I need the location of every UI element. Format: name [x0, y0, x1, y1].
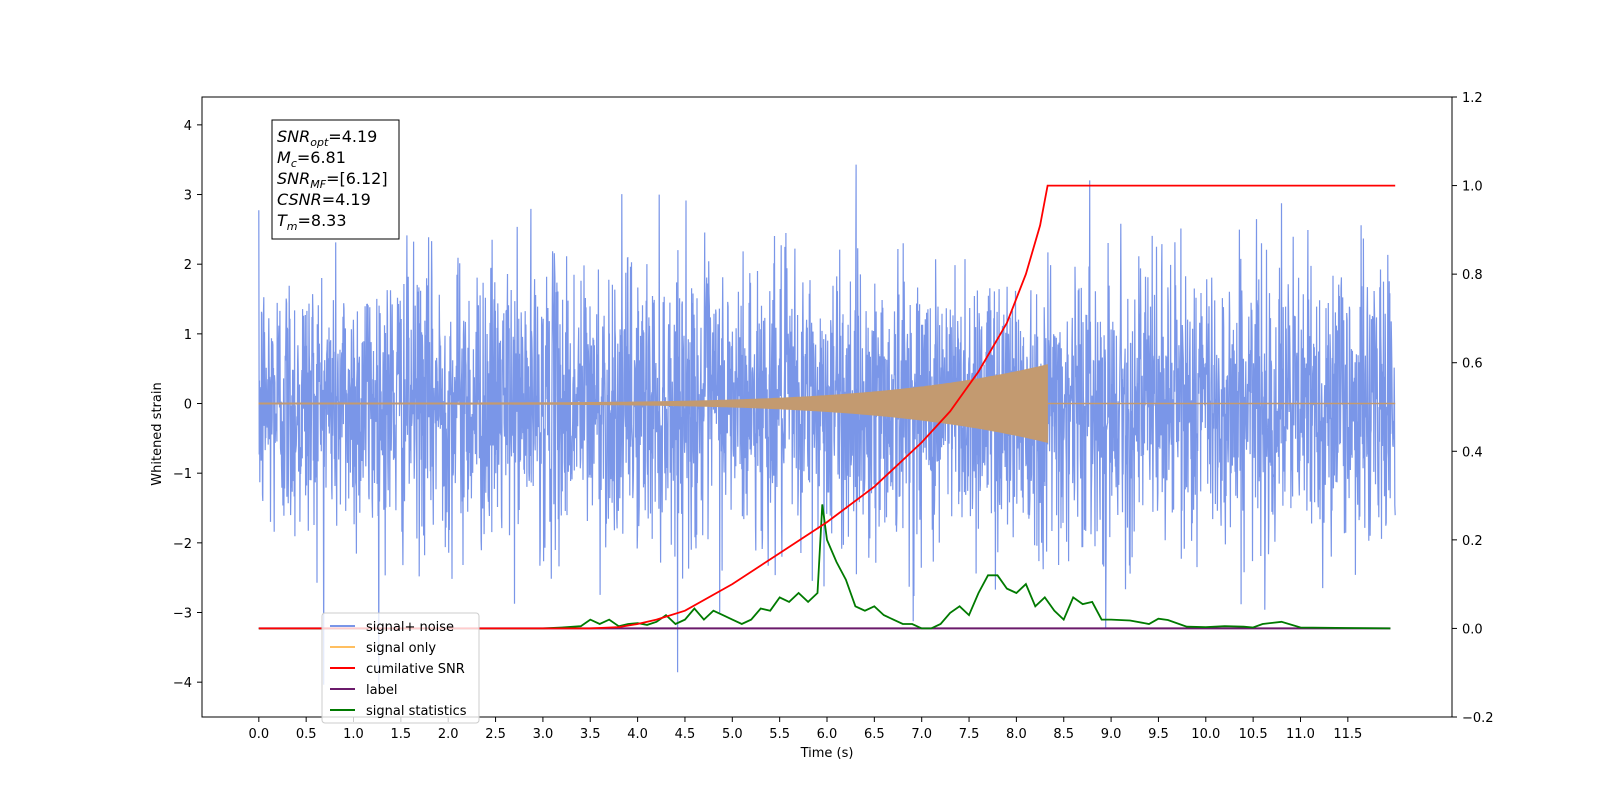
- y2-axis-ticks: 1.2 1.0 0.8 0.6 0.4 0.2 0.0 −0.2: [1452, 91, 1494, 726]
- signal-statistics-line: [258, 504, 1391, 630]
- y-tick-label: 1: [184, 328, 192, 343]
- y-tick-label: −3: [173, 607, 192, 622]
- y2-tick-label: 1.0: [1462, 180, 1483, 195]
- legend-entry-label: cumilative SNR: [366, 662, 465, 677]
- signal-only-envelope: [258, 364, 1048, 443]
- x-tick-label: 7.0: [911, 727, 932, 742]
- x-tick-label: 10.0: [1191, 727, 1220, 742]
- legend-frame: [321, 612, 480, 724]
- x-tick-label: 2.0: [438, 727, 459, 742]
- signal-only-series: [258, 364, 1396, 443]
- y2-tick-label: 0.8: [1462, 268, 1483, 283]
- y-axis-label: Whitened strain: [150, 382, 165, 485]
- y-tick-label: −2: [173, 537, 192, 552]
- x-axis-ticks: 0.0 0.5 1.0 1.5 2.0 2.5 3.0 3.5 4.0 4.5 5.0 5.5 6.0 6…: [248, 717, 1362, 742]
- x-tick-label: 6.5: [864, 727, 885, 742]
- legend-entry-label: label: [366, 683, 397, 698]
- x-tick-label: 0.5: [296, 727, 317, 742]
- stat-annotation-line: Tm=8.33: [277, 211, 347, 233]
- y-tick-label: −1: [173, 467, 192, 482]
- x-tick-label: 5.5: [769, 727, 790, 742]
- legend-entry-label: signal statistics: [366, 704, 467, 719]
- signal-noise-series: [258, 164, 1396, 690]
- x-tick-label: 9.0: [1101, 727, 1122, 742]
- signal-noise-line: [258, 164, 1396, 690]
- legend: signal+ noise signal only cumilative SNR la…: [321, 612, 480, 724]
- x-tick-label: 4.5: [675, 727, 696, 742]
- x-tick-label: 3.0: [533, 727, 554, 742]
- stat-annotation-line: Mc=6.81: [277, 148, 346, 170]
- y-axis-ticks: 4 3 2 1 0 −1 −2 −3 −4: [173, 119, 202, 691]
- stat-annotation-line: SNRMF=[6.12]: [277, 169, 388, 191]
- y-tick-label: 4: [184, 119, 192, 134]
- x-tick-label: 4.0: [627, 727, 648, 742]
- cumulative-snr-line: [258, 184, 1396, 630]
- x-tick-label: 3.5: [580, 727, 601, 742]
- legend-entry-label: signal+ noise: [366, 620, 454, 635]
- x-tick-label: 2.5: [485, 727, 506, 742]
- y2-tick-label: 0.6: [1462, 357, 1483, 372]
- x-tick-label: 10.5: [1239, 727, 1268, 742]
- y-tick-label: −4: [173, 676, 192, 691]
- x-tick-label: 7.5: [959, 727, 980, 742]
- x-tick-label: 11.5: [1333, 727, 1362, 742]
- y-tick-label: 2: [184, 258, 192, 273]
- stat-annotation-line: SNRopt=4.19: [277, 127, 377, 149]
- y2-tick-label: 1.2: [1462, 91, 1483, 106]
- y-tick-label: 3: [184, 189, 192, 204]
- y2-tick-label: 0.4: [1462, 445, 1483, 460]
- x-axis-label: Time (s): [800, 746, 854, 761]
- x-tick-label: 8.5: [1053, 727, 1074, 742]
- x-tick-label: 6.0: [817, 727, 838, 742]
- x-tick-label: 9.5: [1148, 727, 1169, 742]
- y2-tick-label: −0.2: [1462, 711, 1494, 726]
- legend-entry-label: signal only: [366, 641, 436, 656]
- x-tick-label: 1.5: [391, 727, 412, 742]
- x-tick-label: 1.0: [343, 727, 364, 742]
- x-tick-label: 0.0: [248, 727, 269, 742]
- x-tick-label: 11.0: [1286, 727, 1315, 742]
- x-tick-label: 8.0: [1006, 727, 1027, 742]
- y2-tick-label: 0.0: [1462, 622, 1483, 637]
- y2-tick-label: 0.2: [1462, 534, 1483, 549]
- y-tick-label: 0: [184, 398, 192, 413]
- x-tick-label: 5.0: [722, 727, 743, 742]
- stat-annotation-line: CSNR=4.19: [277, 190, 371, 209]
